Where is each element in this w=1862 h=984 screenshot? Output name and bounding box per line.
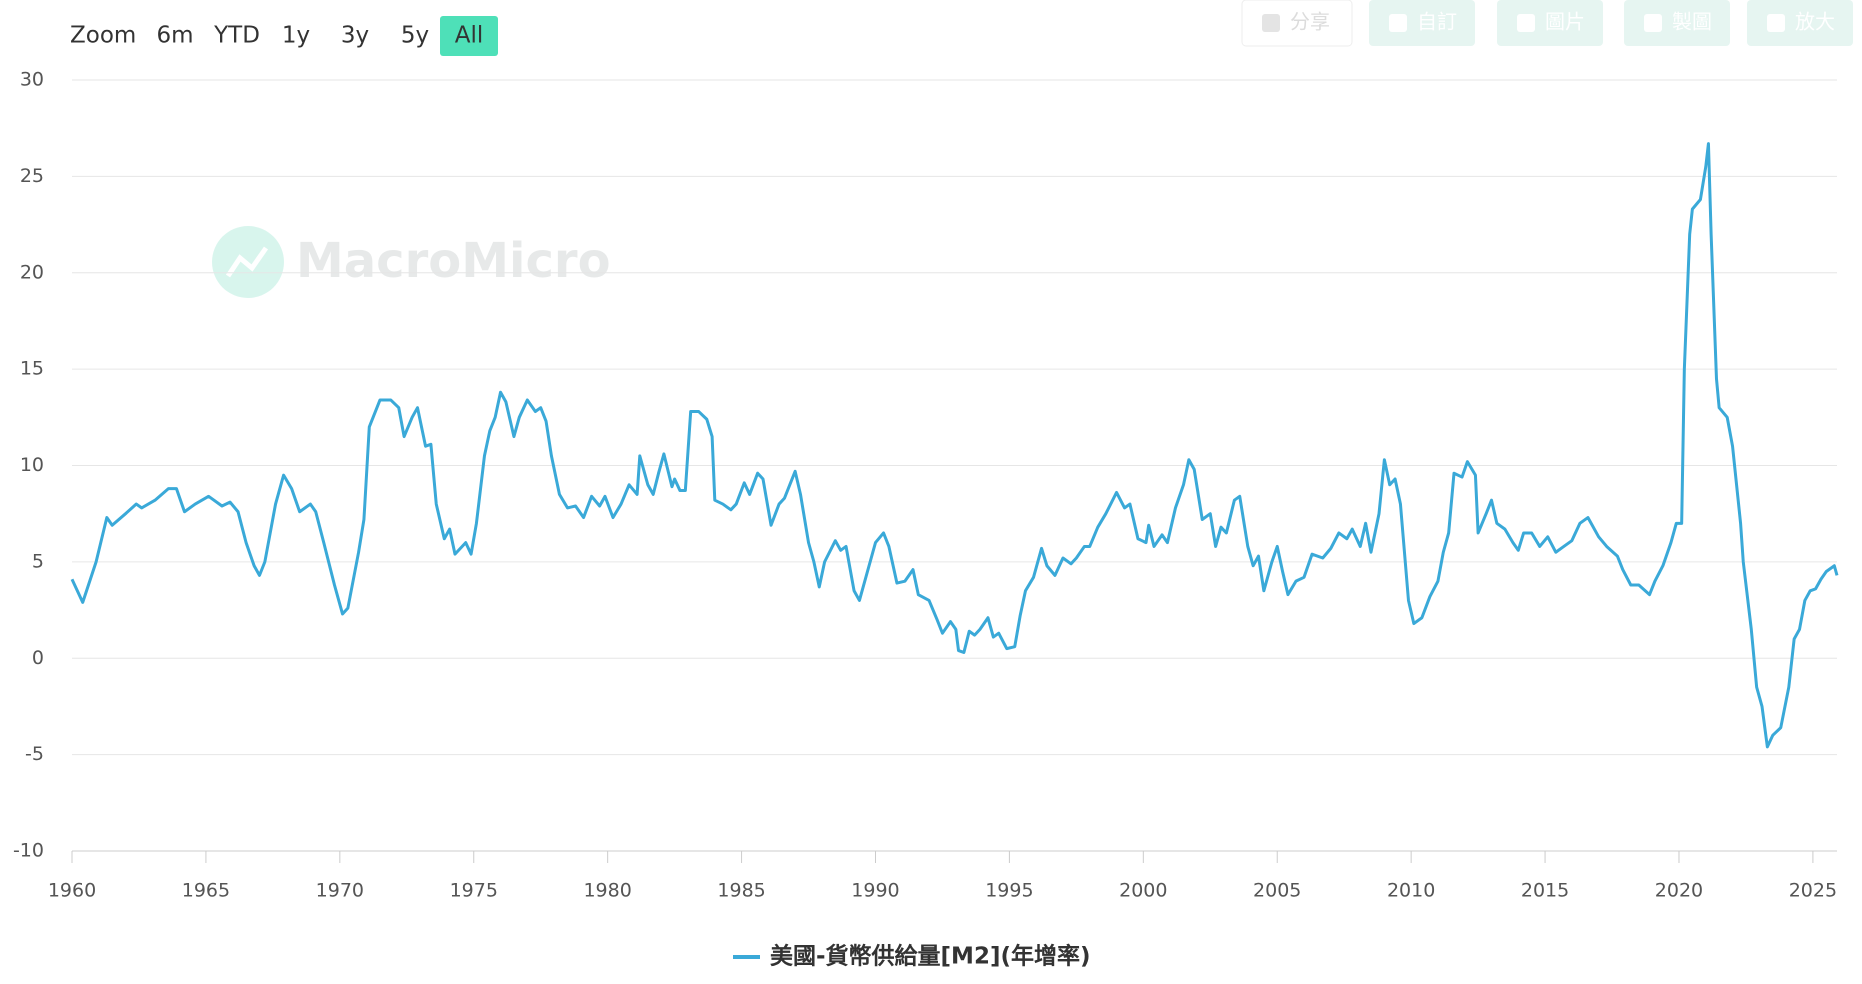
y-tick-label: 30 [20,69,44,91]
toolbar-label[interactable]: 製圖 [1672,10,1712,34]
x-tick-label: 1960 [48,880,96,902]
legend-label[interactable]: 美國-貨幣供給量[M2](年增率) [770,943,1090,970]
watermark-logo [212,226,284,298]
toolbar-icon [1389,14,1407,32]
x-tick-label: 1965 [182,880,230,902]
x-tick-label: 2005 [1253,880,1301,902]
x-tick-label: 2020 [1655,880,1703,902]
x-tick-label: 1985 [717,880,765,902]
range-button-bg[interactable] [440,16,498,56]
y-tick-label: -10 [13,840,44,862]
x-tick-label: 2015 [1521,880,1569,902]
x-tick-label: 1995 [985,880,1033,902]
toolbar-label[interactable]: 放大 [1795,10,1835,34]
toolbar-label[interactable]: 圖片 [1545,10,1585,34]
range-button[interactable]: All [455,23,484,49]
x-tick-label: 2010 [1387,880,1435,902]
y-tick-label: 10 [20,454,44,476]
toolbar-button[interactable] [1497,0,1603,46]
watermark-logo-line [225,246,269,278]
y-tick-label: 25 [20,165,44,187]
x-tick-label: 1990 [851,880,899,902]
toolbar-button[interactable] [1747,0,1853,46]
range-button[interactable]: 1y [282,23,310,49]
toolbar-icon [1262,14,1280,32]
x-tick-label: 1970 [316,880,364,902]
watermark-text: MacroMicro [296,233,611,289]
watermark: MacroMicro [212,226,611,298]
toolbar-icon [1517,14,1535,32]
data-line [70,142,1839,749]
range-button[interactable]: 3y [341,23,369,49]
y-tick-label: 20 [20,261,44,283]
x-tick-label: 2000 [1119,880,1167,902]
y-tick-label: 0 [32,647,44,669]
range-button[interactable]: YTD [213,23,260,49]
x-tick-label: 1980 [583,880,631,902]
x-tick-label: 1975 [450,880,498,902]
range-button[interactable]: 6m [156,23,193,49]
toolbar-label[interactable]: 自訂 [1417,10,1457,34]
y-tick-label: -5 [25,743,44,765]
y-tick-label: 15 [20,358,44,380]
toolbar-button[interactable] [1241,0,1353,47]
x-tick-label: 2025 [1789,880,1837,902]
range-button[interactable]: 5y [401,23,429,49]
toolbar-icon [1644,14,1662,32]
toolbar-icon [1767,14,1785,32]
zoom-label: Zoom [70,23,136,49]
toolbar-label[interactable]: 分享 [1290,10,1330,34]
y-tick-label: 5 [32,550,44,572]
toolbar-button[interactable] [1624,0,1730,46]
toolbar-button[interactable] [1369,0,1475,46]
